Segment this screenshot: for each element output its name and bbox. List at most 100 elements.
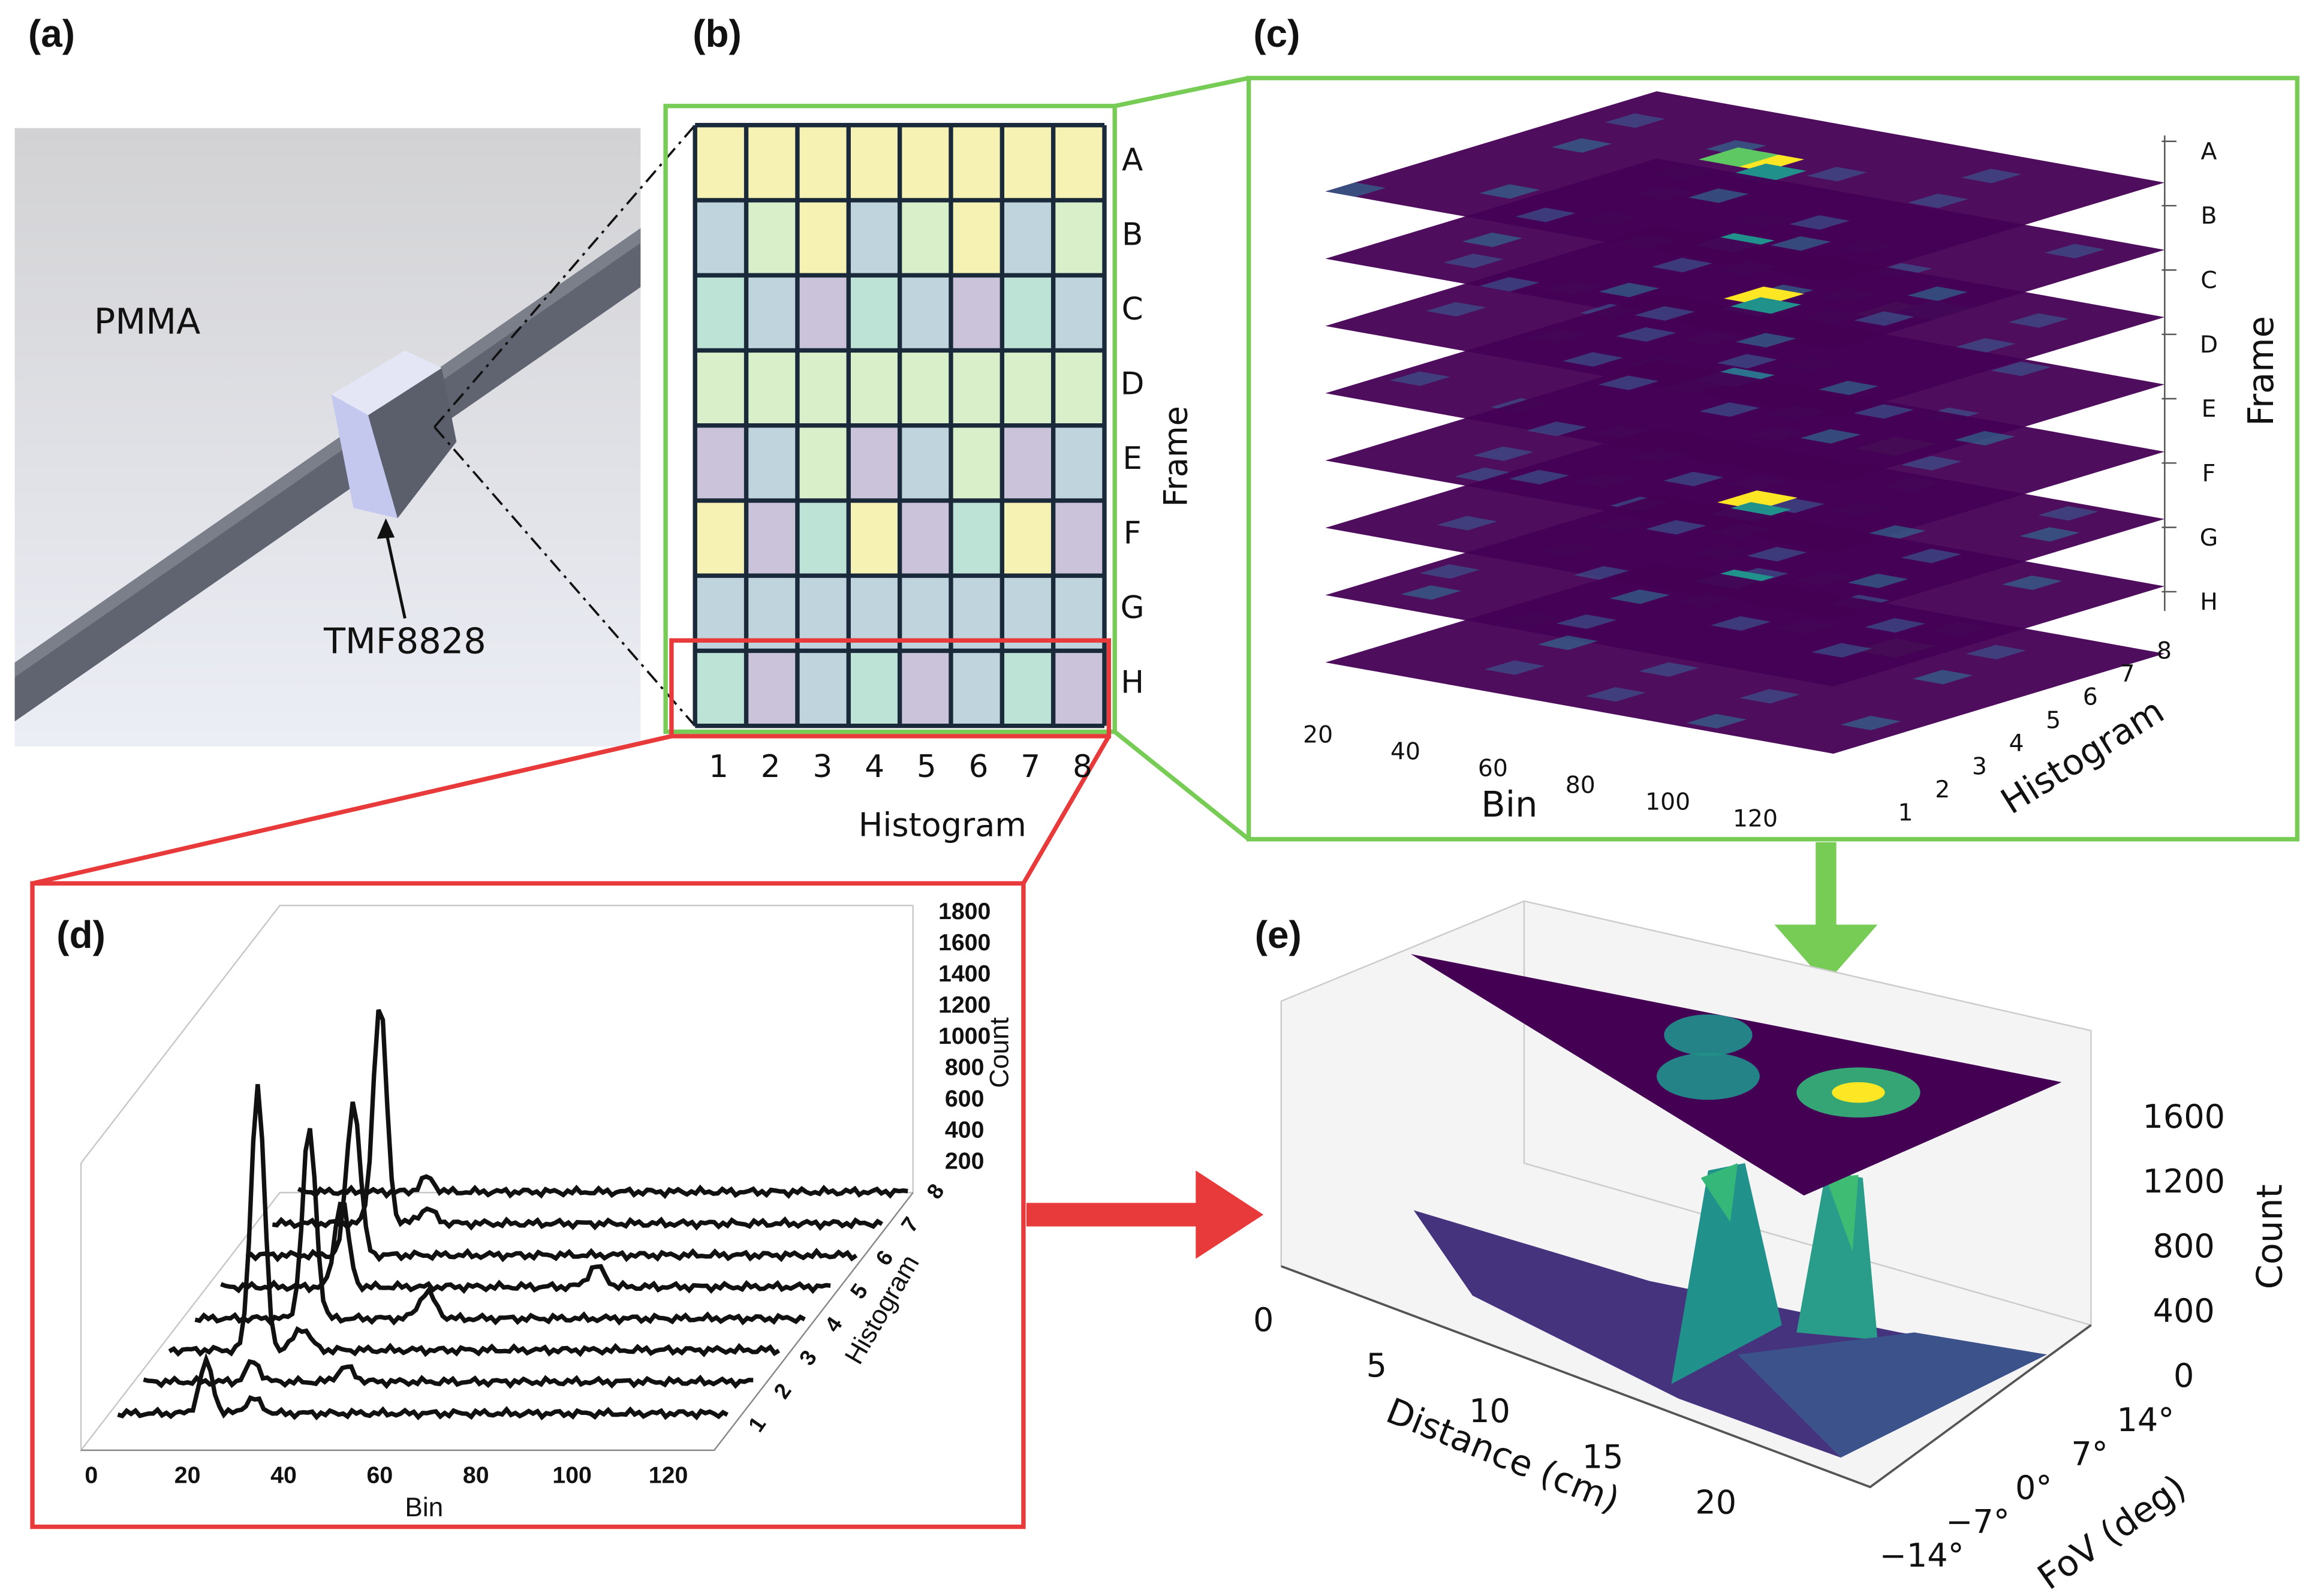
count-tick-label: 1600 <box>2143 1098 2225 1136</box>
heatmap-cell <box>1634 306 1695 321</box>
distance-tick-label: 10 <box>1469 1392 1510 1430</box>
histogram-line <box>272 1008 884 1231</box>
column-label: 2 <box>761 749 781 785</box>
heatmap-cell <box>1401 585 1461 600</box>
connector <box>32 734 672 886</box>
bin-tick-label: 100 <box>552 1462 592 1488</box>
highlight-row <box>669 638 1112 739</box>
count-tick-label: 800 <box>2153 1227 2215 1265</box>
panel-frame <box>663 104 1117 734</box>
heatmap-cell <box>1961 168 2022 183</box>
arrow <box>1026 1203 1200 1227</box>
histogram-tick-label: 7 <box>896 1212 923 1236</box>
histogram-tick-label: 5 <box>845 1279 872 1303</box>
heatmap-cell <box>695 275 746 351</box>
heatmap-cell <box>1616 327 1676 342</box>
heatmap-cell <box>1706 140 1766 155</box>
count-tick-label: 1800 <box>938 898 991 925</box>
heatmap-cell <box>1598 375 1659 390</box>
stacked-heatmaps <box>1325 91 2165 754</box>
panel-label: (e) <box>1255 913 1302 956</box>
heatmap-cell <box>899 200 951 276</box>
arrow-head <box>1196 1170 1264 1259</box>
row-label: B <box>1122 217 1143 253</box>
heatmap-cell <box>1002 500 1053 576</box>
count-tick-label: 200 <box>945 1148 985 1174</box>
axis-label: Frame <box>2240 316 2281 426</box>
heatmap-cell <box>1645 520 1706 535</box>
heatmap-cell <box>1965 645 2027 660</box>
projection-spot <box>1832 1082 1885 1103</box>
sensor-label: TMF8828 <box>323 620 486 661</box>
heatmap-cell <box>2044 243 2105 258</box>
bin-tick-label: 80 <box>463 1462 489 1488</box>
axis-label: Bin <box>405 1493 443 1522</box>
histogram-tick-label: 8 <box>922 1179 949 1203</box>
axis-edge <box>1281 1265 2092 1489</box>
bin-tick-label: 60 <box>1478 755 1508 782</box>
heatmap-cell <box>950 425 1003 501</box>
zoom-line <box>433 124 696 428</box>
bin-tick-label: 40 <box>270 1462 297 1488</box>
heatmap-cell <box>695 350 746 426</box>
sensor-face <box>331 395 398 519</box>
heatmap-cell <box>1426 302 1486 317</box>
heatmap-cell <box>1652 258 1713 273</box>
heatmap-cell <box>1789 215 1850 230</box>
heatmap-cell <box>899 651 951 726</box>
heatmap-cell <box>695 200 746 276</box>
heatmap-cell <box>2038 506 2099 521</box>
heatmap-cell <box>746 425 797 501</box>
bin-tick-label: 80 <box>1566 772 1595 799</box>
heatmap-cell <box>1991 362 2052 377</box>
histogram-tick-label: 2 <box>769 1379 796 1403</box>
heatmap-cell <box>1717 490 1798 510</box>
heatmap-cell <box>1389 371 1450 386</box>
heatmap-cell <box>1556 614 1617 629</box>
heatmap-cell <box>899 125 951 200</box>
zoom-line <box>433 426 696 727</box>
heatmap-cell <box>797 350 849 426</box>
axis-label: Count <box>985 1017 1014 1088</box>
heatmap-cell <box>1002 425 1053 501</box>
panel-label: (b) <box>693 12 742 55</box>
heatmap-cell <box>1462 232 1523 248</box>
arrow-head <box>377 518 395 539</box>
bin-tick-label: 120 <box>649 1462 688 1488</box>
bin-tick-label: 100 <box>1645 788 1690 815</box>
heatmap-cell <box>1723 286 1805 306</box>
axis-label: Frame <box>1157 406 1194 507</box>
panel-label: (c) <box>1253 12 1300 55</box>
heatmap-cell <box>1907 286 1968 301</box>
material-label: PMMA <box>94 300 201 342</box>
heatmap-cell <box>1437 516 1498 531</box>
heatmap-cell <box>1515 207 1576 222</box>
heatmap-cell <box>1419 564 1480 579</box>
frame-tick-label: E <box>2202 396 2217 423</box>
heatmap-cell <box>1853 404 1914 419</box>
histogram-tick-label: 1 <box>1898 800 1913 827</box>
count-tick-label: 1200 <box>938 992 991 1018</box>
heatmap-cell <box>1526 421 1587 436</box>
heatmap-cell <box>1053 125 1104 200</box>
heatmap-cell <box>950 125 1003 200</box>
row-label: D <box>1121 366 1145 402</box>
panel-label: (d) <box>56 913 106 956</box>
count-tick-label: 0 <box>2173 1357 2194 1395</box>
heatmap-cell <box>746 500 797 576</box>
heatmap-cell <box>1840 715 1901 731</box>
frame-tick-label: C <box>2200 267 2217 294</box>
distance-tick-label: 15 <box>1582 1438 1624 1475</box>
heatmap-cell <box>797 500 849 576</box>
heatmap-cell <box>950 500 1003 576</box>
count-tick-label: 1400 <box>938 960 991 987</box>
count-tick-label: 1000 <box>938 1023 991 1049</box>
heatmap-cell <box>1053 651 1104 726</box>
histogram-tick-label: 8 <box>2157 638 2172 665</box>
heatmap-cell <box>2002 575 2063 591</box>
heatmap-cell <box>1509 469 1570 484</box>
histogram-tick-label: 4 <box>820 1312 847 1336</box>
connector <box>1021 735 1111 885</box>
